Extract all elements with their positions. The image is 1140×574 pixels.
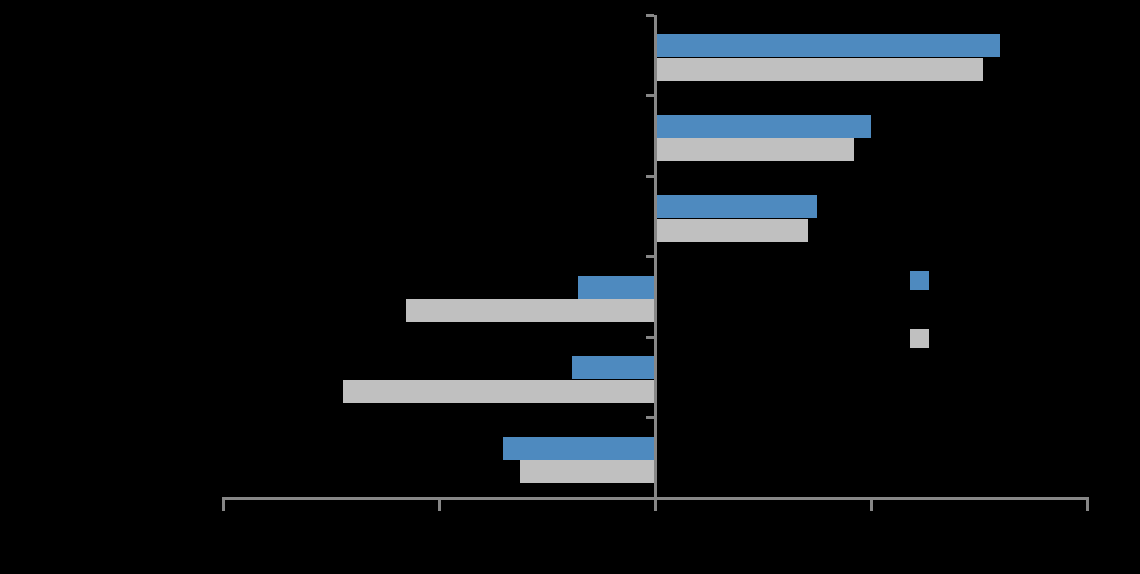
y-axis-tick [646,174,654,178]
bar-series-2-category-2 [657,138,854,161]
y-axis-line [654,15,657,500]
x-axis-tick [654,497,657,511]
y-axis-tick [646,416,654,419]
legend-swatch-series-1 [910,271,929,290]
bar-series-2-category-5 [342,379,654,403]
y-axis-tick [646,255,654,258]
bar-series-1-category-1 [657,34,1001,57]
x-axis-tick [1086,497,1089,511]
bar-series-2-category-1 [657,57,984,81]
bar-series-1-category-2 [657,114,871,138]
bar-series-1-category-6 [502,436,654,460]
x-axis-tick [222,497,225,511]
bar-series-2-category-3 [657,218,809,242]
y-axis-tick [646,335,654,339]
bar-series-2-category-4 [405,299,654,322]
y-axis-tick [646,94,654,97]
bar-series-1-category-4 [578,275,654,299]
bar-series-2-category-6 [520,460,654,483]
x-axis-tick [438,497,441,511]
bar-series-1-category-3 [657,195,817,218]
x-axis-tick [870,497,873,511]
y-axis-tick [646,13,654,17]
bar-series-1-category-5 [571,356,654,379]
legend-swatch-series-2 [910,329,929,348]
